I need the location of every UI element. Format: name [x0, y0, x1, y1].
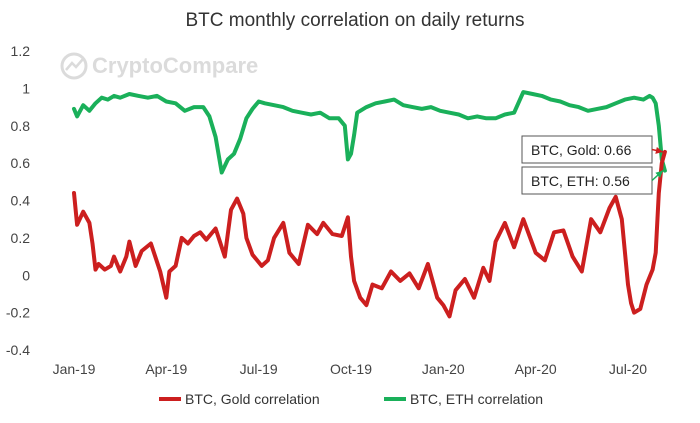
x-tick-label: Jan-19: [53, 361, 96, 377]
x-tick-label: Apr-20: [515, 361, 557, 377]
gold-correlation-line: [72, 149, 667, 319]
legend: BTC, Gold correlation BTC, ETH correlatio…: [159, 391, 543, 407]
cryptocompare-watermark: CryptoCompare: [60, 52, 258, 80]
x-tick-label: Jul-20: [609, 361, 647, 377]
chart-title: BTC monthly correlation on daily returns: [186, 10, 525, 31]
x-tick-label: Jul-19: [240, 361, 278, 377]
x-axis: Jan-19 Apr-19 Jul-19 Oct-19 Jan-20 Apr-20 Jul-…: [53, 361, 648, 377]
y-tick-label: 0: [22, 267, 30, 283]
y-tick-label: 0.6: [11, 155, 31, 171]
x-tick-label: Jan-20: [422, 361, 465, 377]
callout-text: BTC, ETH: 0.56: [531, 173, 630, 189]
y-tick-label: 0.2: [11, 230, 31, 246]
watermark-logo-icon: [60, 52, 88, 80]
callout-arrowhead-icon: [655, 146, 663, 154]
legend-label: BTC, Gold correlation: [185, 391, 320, 407]
y-tick-label: -0.4: [6, 342, 30, 358]
series-layer: [72, 90, 667, 319]
y-tick-label: 1: [22, 80, 30, 96]
y-tick-label: -0.2: [6, 305, 30, 321]
watermark-text: CryptoCompare: [92, 53, 258, 78]
callout-text: BTC, Gold: 0.66: [531, 142, 632, 158]
y-axis: -0.4 -0.2 0 0.2 0.4 0.6 0.8 1 1.2: [6, 43, 30, 358]
legend-label: BTC, ETH correlation: [410, 391, 543, 407]
x-tick-label: Oct-19: [330, 361, 372, 377]
eth-value-callout: BTC, ETH: 0.56: [521, 166, 664, 195]
callout-arrowhead-icon: [655, 170, 663, 178]
annotation-layer: BTC, Gold: 0.66 BTC, ETH: 0.56: [521, 135, 664, 195]
legend-item-gold: BTC, Gold correlation: [159, 391, 320, 407]
y-tick-label: 0.4: [11, 193, 31, 209]
eth-correlation-line: [72, 90, 667, 175]
callout-box: [521, 135, 653, 164]
legend-item-eth: BTC, ETH correlation: [384, 391, 543, 407]
gold-value-callout: BTC, Gold: 0.66: [521, 135, 664, 164]
y-tick-label: 1.2: [11, 43, 31, 59]
watermark-logo-mark: [65, 58, 84, 71]
x-tick-label: Apr-19: [145, 361, 187, 377]
y-tick-label: 0.8: [11, 118, 31, 134]
